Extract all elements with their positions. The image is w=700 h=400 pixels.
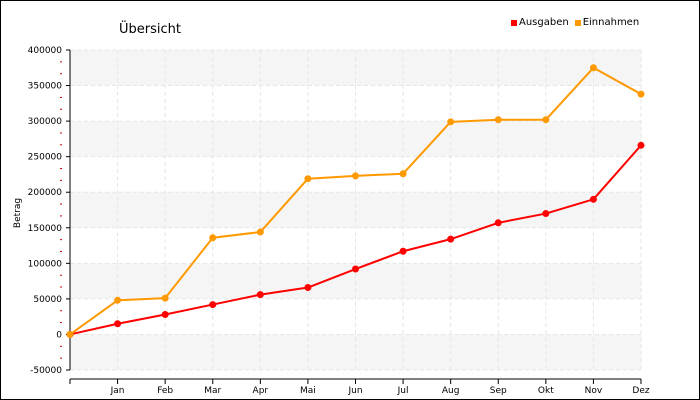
y-tick-label: 300000 — [28, 117, 63, 127]
series-group — [66, 64, 645, 338]
y-tick-label: 150000 — [28, 224, 63, 234]
x-tick-label: Jul — [397, 386, 409, 396]
data-point-ausgaben — [542, 210, 550, 218]
y-tick-labels: 400000 350000 300000 250000 200000 150000 1000… — [28, 46, 63, 376]
y-tick-label: 0 — [56, 330, 62, 340]
y-tick-label: 100000 — [28, 259, 63, 269]
x-tick-label: Dez — [632, 386, 649, 396]
x-tick-label: Mai — [300, 386, 316, 396]
data-point-einnahmen — [161, 294, 169, 302]
data-point-einnahmen — [114, 296, 122, 304]
grid-lines — [70, 49, 642, 371]
x-tick-label: Jun — [347, 386, 362, 396]
legend: Ausgaben Einnahmen — [511, 17, 639, 28]
legend-item-einnahmen: Einnahmen — [574, 17, 640, 28]
y-tick-label: 350000 — [28, 82, 63, 92]
y-tick-label: 50000 — [33, 295, 62, 305]
legend-item-ausgaben: Ausgaben — [511, 17, 569, 28]
x-tick-label: Jan — [110, 386, 125, 396]
data-point-einnahmen — [637, 90, 645, 98]
data-point-einnahmen — [256, 228, 264, 236]
data-point-ausgaben — [114, 320, 122, 328]
data-point-einnahmen — [447, 118, 455, 126]
legend-label-ausgaben: Ausgaben — [519, 17, 569, 28]
data-point-einnahmen — [399, 170, 407, 178]
data-point-ausgaben — [589, 195, 597, 203]
data-point-ausgaben — [161, 311, 169, 319]
x-tick-label: Sep — [490, 386, 507, 396]
x-tick-label: Mar — [204, 386, 221, 396]
data-point-einnahmen — [209, 234, 217, 242]
y-tick-label: 250000 — [28, 153, 63, 163]
legend-label-einnahmen: Einnahmen — [582, 17, 640, 28]
x-tick-label: Feb — [157, 386, 173, 396]
data-point-einnahmen — [494, 116, 502, 124]
y-tick-label: -50000 — [30, 366, 62, 376]
x-tick-labels: Jan Feb Mar Apr Mai Jun Jul Aug Sep Okt Nov Dez — [110, 386, 650, 396]
legend-swatch-einnahmen — [574, 19, 581, 26]
x-tick-label: Okt — [538, 386, 554, 396]
data-point-ausgaben — [256, 291, 264, 299]
data-point-ausgaben — [494, 219, 502, 227]
chart-title: Übersicht — [119, 22, 181, 37]
x-tick-label: Aug — [442, 386, 460, 396]
data-point-ausgaben — [399, 247, 407, 255]
data-point-ausgaben — [352, 265, 359, 273]
data-point-ausgaben — [637, 141, 645, 149]
data-point-ausgaben — [447, 235, 455, 243]
data-point-einnahmen — [304, 175, 312, 183]
data-point-einnahmen — [542, 116, 550, 124]
data-point-einnahmen — [589, 64, 597, 72]
data-point-einnahmen — [66, 330, 74, 338]
y-tick-label: 400000 — [28, 46, 63, 56]
data-point-ausgaben — [209, 301, 217, 309]
x-tick-label: Apr — [253, 386, 269, 396]
y-axis-label: Betrag — [13, 198, 23, 228]
legend-swatch-ausgaben — [511, 19, 517, 26]
y-tick-label: 200000 — [28, 188, 63, 198]
x-tick-label: Nov — [585, 386, 603, 396]
axes — [60, 49, 642, 384]
data-point-ausgaben — [304, 284, 312, 292]
data-point-einnahmen — [352, 172, 359, 180]
